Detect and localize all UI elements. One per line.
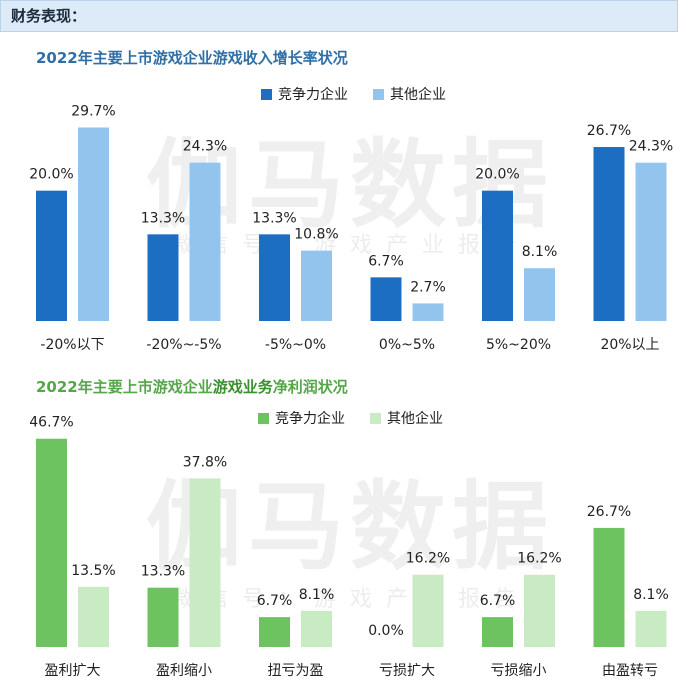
- chart2-bar-4-0: [482, 617, 513, 647]
- chart2-legend-label-0: 竞争力企业: [275, 410, 345, 427]
- chart1-data-label-3-1: 2.7%: [410, 279, 446, 295]
- chart2-data-label-4-0: 6.7%: [480, 593, 516, 609]
- chart1-plot: 20.0%29.7%-20%以下13.3%24.3%-20%~-5%13.3%1…: [29, 103, 673, 353]
- chart1-data-label-1-0: 13.3%: [141, 210, 185, 226]
- chart1-data-label-5-0: 26.7%: [587, 123, 631, 139]
- chart2-data-label-3-1: 16.2%: [406, 551, 450, 567]
- chart2-data-label-2-0: 6.7%: [257, 593, 293, 609]
- chart2-plot: 46.7% 13.5% 盈利扩大 13.3% 37.8% 盈利缩小 6.7% 8.1% 扭亏为盈…: [29, 415, 669, 679]
- section-header-title: 财务表现：: [11, 7, 87, 25]
- chart2-data-label-3-0: 0.0%: [368, 623, 404, 639]
- chart1-data-label-2-0: 13.3%: [252, 210, 296, 226]
- chart2-title-part-1: 游戏业务: [213, 378, 274, 396]
- chart2-category-label-0: 盈利扩大: [45, 663, 101, 679]
- chart2-bar-0-0: [36, 438, 67, 647]
- chart2-category-label-3: 亏损扩大: [379, 663, 435, 679]
- chart2-category-label-4: 亏损缩小: [491, 663, 547, 679]
- chart1-data-label-4-1: 8.1%: [522, 244, 558, 260]
- chart2-data-label-1-0: 13.3%: [141, 564, 185, 580]
- chart2-bar-1-1: [189, 478, 221, 647]
- chart1-legend-swatch-1: [373, 89, 384, 100]
- chart2-bar-0-1: [78, 586, 109, 647]
- chart2-category-label-2: 扭亏为盈: [268, 663, 324, 679]
- chart1-legend-swatch-0: [261, 89, 272, 100]
- chart2-bar-5-1: [635, 610, 667, 647]
- chart1-bar-0-1: [78, 127, 109, 322]
- chart2-title-part-0: 2022年主要上市游戏企业: [36, 378, 213, 396]
- chart1-category-label-1: -20%~-5%: [146, 337, 221, 353]
- chart2-category-label-1: 盈利缩小: [156, 663, 212, 679]
- chart1-category-label-5: 20%以上: [600, 337, 659, 353]
- chart1-bar-2-0: [259, 234, 290, 321]
- chart1-data-label-1-1: 24.3%: [183, 139, 227, 155]
- chart1-data-label-2-1: 10.8%: [294, 227, 338, 243]
- chart2-title: 2022年主要上市游戏企业游戏业务净利润状况: [36, 378, 348, 396]
- chart1-data-label-3-0: 6.7%: [368, 253, 404, 269]
- chart2-category-label-5: 由盈转亏: [602, 663, 658, 679]
- chart1-data-label-0-0: 20.0%: [29, 167, 73, 183]
- chart1-bar-3-1: [412, 303, 444, 321]
- chart2-data-label-1-1: 37.8%: [183, 454, 227, 470]
- section-header: 财务表现：: [0, 0, 678, 32]
- chart2-bar-5-0: [593, 527, 625, 647]
- chart1-bar-1-1: [189, 162, 221, 321]
- watermark-small-top: 微信号：游戏产业报告: [170, 233, 530, 258]
- chart1-bar-1-0: [147, 234, 179, 321]
- chart1-data-label-0-1: 29.7%: [71, 103, 115, 119]
- chart1-bar-4-1: [524, 268, 555, 321]
- chart1-category-label-3: 0%~5%: [379, 337, 435, 353]
- chart2-data-label-5-0: 26.7%: [587, 504, 631, 520]
- chart2-data-label-2-1: 8.1%: [299, 587, 335, 603]
- chart2-bar-2-0: [259, 617, 290, 647]
- chart2-data-label-4-1: 16.2%: [517, 551, 561, 567]
- chart1-bar-2-1: [301, 250, 332, 321]
- chart2-bar-1-0: [147, 587, 179, 647]
- chart2-data-label-0-0: 46.7%: [29, 415, 73, 431]
- chart2-title-part-2: 净利润状况: [273, 378, 348, 396]
- chart2-data-label-5-1: 8.1%: [633, 587, 669, 603]
- chart1-data-label-4-0: 20.0%: [475, 167, 519, 183]
- chart2-legend-swatch-0: [258, 413, 269, 424]
- chart2-data-label-0-1: 13.5%: [71, 563, 115, 579]
- chart1-bar-0-0: [36, 190, 67, 321]
- chart1-legend-label-0: 竞争力企业: [278, 86, 348, 103]
- chart1-category-label-0: -20%以下: [40, 337, 104, 353]
- chart1-data-label-5-1: 24.3%: [629, 139, 673, 155]
- chart1-bar-4-0: [482, 190, 513, 321]
- chart2-bar-3-1: [412, 574, 444, 647]
- chart1-category-label-2: -5%~0%: [265, 337, 326, 353]
- watermark-small-bottom: 微信号：游戏产业报告: [170, 587, 530, 612]
- chart1-legend-label-1: 其他企业: [390, 86, 446, 103]
- chart2-bar-2-1: [301, 610, 332, 647]
- chart1-bar-5-1: [635, 162, 667, 321]
- chart2-legend-swatch-1: [370, 413, 381, 424]
- chart1-bar-3-0: [370, 277, 402, 321]
- chart1-category-label-4: 5%~20%: [486, 337, 551, 353]
- chart1-bar-5-0: [593, 147, 625, 321]
- chart1-title: 2022年主要上市游戏企业游戏收入增长率状况: [36, 49, 348, 67]
- chart2-legend-label-1: 其他企业: [387, 410, 443, 427]
- chart2-bar-4-1: [524, 574, 555, 647]
